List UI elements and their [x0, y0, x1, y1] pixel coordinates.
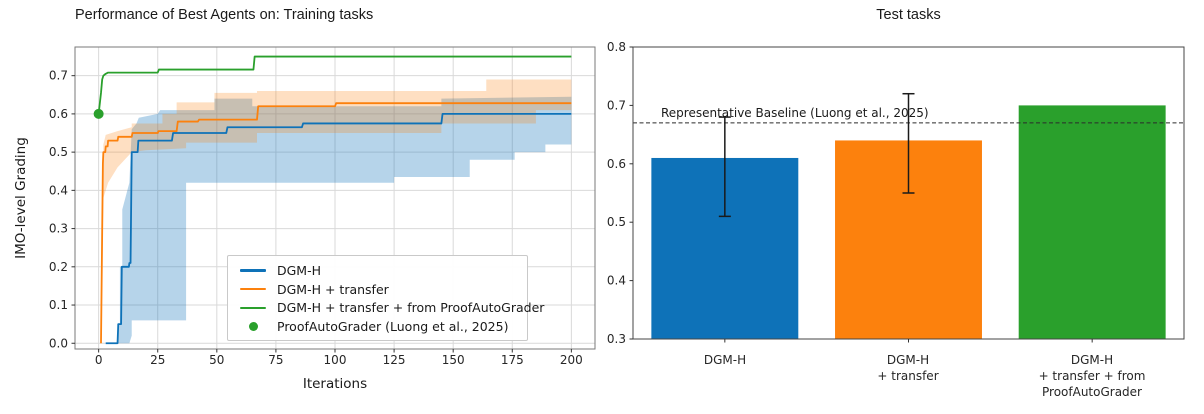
x-tick-label: 175 [501, 353, 524, 367]
left-chart-title: Performance of Best Agents on: Training … [75, 7, 374, 23]
legend-label: DGM-H + transfer + from ProofAutoGrader [277, 300, 545, 316]
baseline-annotation: Representative Baseline (Luong et al., 2… [661, 106, 929, 120]
y-tick-label: 0.8 [607, 40, 626, 54]
y-tick-label: 0.7 [607, 98, 626, 112]
y-tick-label: 0.5 [607, 215, 626, 229]
y-tick-label: 0.2 [49, 260, 68, 274]
legend-line-swatch-green [240, 306, 266, 310]
y-tick-label: 0.7 [49, 69, 68, 83]
line-orange [100, 102, 572, 344]
bar-category-label-dgm-h: DGM-H [703, 353, 747, 367]
x-tick-label: 75 [268, 353, 283, 367]
y-tick-label: 0.3 [607, 332, 626, 346]
legend-line-swatch-blue [240, 269, 266, 272]
y-tick-label: 0.6 [49, 107, 68, 121]
y-tick-label: 0.5 [49, 145, 68, 159]
left-chart: 0 25 50 75 100 125 150 175 200 0.0 0.1 0.2 0.3 0.4 0.5… [49, 46, 596, 367]
left-grid [75, 47, 595, 349]
y-tick-label: 0.3 [49, 222, 68, 236]
error-bar-orange [902, 92, 915, 194]
x-tick-label: 200 [560, 353, 583, 367]
legend-line-swatch-orange [240, 287, 266, 291]
right-ticks: 0.3 0.4 0.5 0.6 0.7 0.8 [607, 40, 1093, 346]
legend-entry-proofautograder: ProofAutoGrader (Luong et al., 2025) [238, 317, 519, 336]
y-tick-label: 0.0 [49, 336, 68, 350]
y-tick-label: 0.6 [607, 157, 626, 171]
legend-dot-swatch-green [248, 322, 258, 332]
left-x-axis-label: Iterations [302, 376, 368, 392]
legend-label: DGM-H + transfer [277, 281, 389, 297]
left-y-axis-label: IMO-level Grading [13, 137, 29, 259]
legend-entry-dgm-h-transfer-pag: DGM-H + transfer + from ProofAutoGrader [238, 299, 544, 318]
legend-entry-dgm-h: DGM-H [238, 261, 519, 280]
y-tick-label: 0.1 [49, 298, 68, 312]
bar-category-label-dgm-h-transfer-pag: DGM-H + transfer + from ProofAutoGrader [1038, 353, 1146, 399]
x-tick-label: 125 [383, 353, 406, 367]
x-tick-label: 0 [95, 353, 103, 367]
x-tick-label: 25 [150, 353, 165, 367]
error-bar-blue [718, 116, 731, 218]
band-blue [105, 96, 572, 344]
line-green [97, 55, 572, 114]
legend: DGM-H DGM-H + transfer DGM-H + transfer … [227, 255, 544, 341]
line-blue [105, 112, 572, 345]
right-chart-title: Test tasks [876, 7, 941, 23]
legend-entry-dgm-h-transfer: DGM-H + transfer [238, 280, 519, 299]
x-tick-label: 150 [442, 353, 465, 367]
legend-label: ProofAutoGrader (Luong et al., 2025) [277, 319, 509, 335]
x-tick-label: 50 [209, 353, 224, 367]
y-tick-label: 0.4 [607, 274, 626, 288]
left-ticks: 0 25 50 75 100 125 150 175 200 0.0 0.1 0.2 0.3 0.4 0.5… [49, 69, 583, 367]
bar-green [1018, 105, 1166, 340]
band-orange [101, 79, 572, 344]
right-chart: 0.3 0.4 0.5 0.6 0.7 0.8 [607, 40, 1185, 346]
bar-category-label-dgm-h-transfer: DGM-H + transfer [877, 353, 939, 383]
x-tick-label: 100 [324, 353, 347, 367]
proofautograder-marker [93, 108, 104, 119]
y-tick-label: 0.4 [49, 183, 68, 197]
legend-label: DGM-H [277, 262, 322, 278]
